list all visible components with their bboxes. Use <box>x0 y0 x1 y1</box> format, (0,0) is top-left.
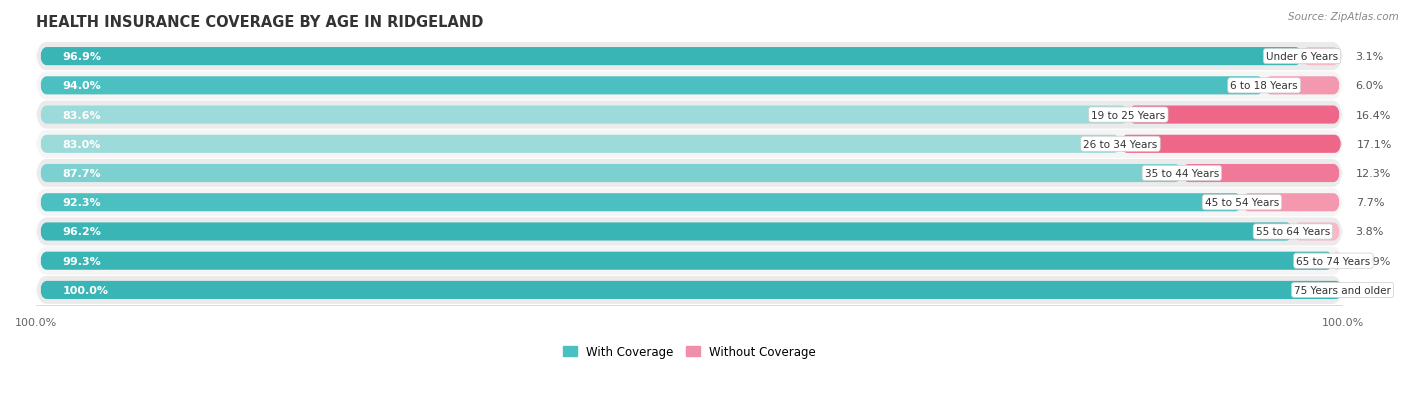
FancyBboxPatch shape <box>1128 106 1340 124</box>
FancyBboxPatch shape <box>37 159 1343 188</box>
FancyBboxPatch shape <box>37 101 1343 129</box>
Text: 26 to 34 Years: 26 to 34 Years <box>1084 140 1157 150</box>
Text: 3.8%: 3.8% <box>1355 227 1384 237</box>
Text: 55 to 64 Years: 55 to 64 Years <box>1256 227 1330 237</box>
Text: 0.0%: 0.0% <box>1355 285 1384 295</box>
Text: 16.4%: 16.4% <box>1355 110 1391 120</box>
FancyBboxPatch shape <box>39 135 1121 154</box>
Text: 45 to 54 Years: 45 to 54 Years <box>1205 198 1279 208</box>
Text: 96.2%: 96.2% <box>62 227 101 237</box>
Text: 7.7%: 7.7% <box>1355 198 1384 208</box>
Text: 6 to 18 Years: 6 to 18 Years <box>1230 81 1298 91</box>
FancyBboxPatch shape <box>1264 77 1340 95</box>
Text: 17.1%: 17.1% <box>1357 140 1392 150</box>
Text: HEALTH INSURANCE COVERAGE BY AGE IN RIDGELAND: HEALTH INSURANCE COVERAGE BY AGE IN RIDG… <box>37 15 484 30</box>
FancyBboxPatch shape <box>1302 48 1340 66</box>
Text: 75 Years and older: 75 Years and older <box>1294 285 1391 295</box>
Text: 94.0%: 94.0% <box>62 81 101 91</box>
FancyBboxPatch shape <box>1241 194 1340 212</box>
FancyBboxPatch shape <box>37 72 1343 100</box>
FancyBboxPatch shape <box>37 131 1343 159</box>
Text: 3.1%: 3.1% <box>1355 52 1384 62</box>
Text: 92.3%: 92.3% <box>62 198 101 208</box>
Text: Under 6 Years: Under 6 Years <box>1265 52 1339 62</box>
Text: 12.3%: 12.3% <box>1355 169 1391 178</box>
FancyBboxPatch shape <box>39 164 1182 183</box>
FancyBboxPatch shape <box>39 48 1302 66</box>
FancyBboxPatch shape <box>37 218 1343 246</box>
FancyBboxPatch shape <box>1333 252 1340 270</box>
Text: 19 to 25 Years: 19 to 25 Years <box>1091 110 1166 120</box>
Text: 83.0%: 83.0% <box>62 140 101 150</box>
Text: Source: ZipAtlas.com: Source: ZipAtlas.com <box>1288 12 1399 22</box>
Text: 96.9%: 96.9% <box>62 52 101 62</box>
Text: 83.6%: 83.6% <box>62 110 101 120</box>
FancyBboxPatch shape <box>37 247 1343 275</box>
FancyBboxPatch shape <box>1121 135 1341 154</box>
FancyBboxPatch shape <box>39 223 1294 241</box>
Text: 100.0%: 100.0% <box>62 285 108 295</box>
FancyBboxPatch shape <box>39 194 1241 212</box>
Text: 99.3%: 99.3% <box>62 256 101 266</box>
Text: 35 to 44 Years: 35 to 44 Years <box>1144 169 1219 178</box>
Text: 0.69%: 0.69% <box>1355 256 1391 266</box>
FancyBboxPatch shape <box>39 77 1264 95</box>
FancyBboxPatch shape <box>37 276 1343 304</box>
FancyBboxPatch shape <box>39 252 1333 270</box>
FancyBboxPatch shape <box>39 106 1128 124</box>
FancyBboxPatch shape <box>37 189 1343 217</box>
FancyBboxPatch shape <box>39 281 1343 299</box>
FancyBboxPatch shape <box>1294 223 1340 241</box>
Text: 6.0%: 6.0% <box>1355 81 1384 91</box>
Text: 87.7%: 87.7% <box>62 169 101 178</box>
Text: 65 to 74 Years: 65 to 74 Years <box>1296 256 1371 266</box>
Legend: With Coverage, Without Coverage: With Coverage, Without Coverage <box>558 341 821 363</box>
FancyBboxPatch shape <box>1182 164 1340 183</box>
FancyBboxPatch shape <box>37 43 1343 71</box>
